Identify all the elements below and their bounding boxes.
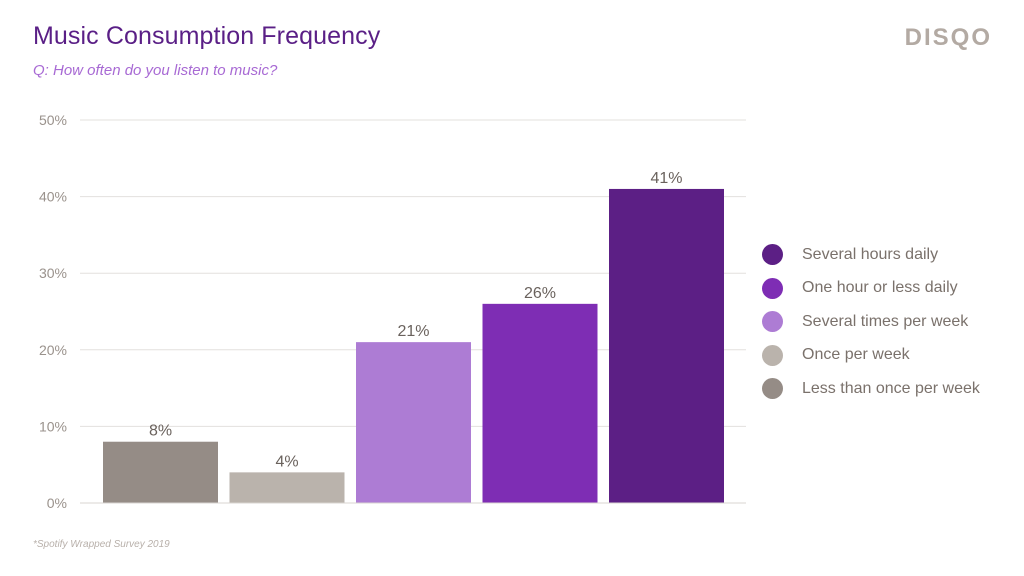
bar-chart: 0% 10% 20% 30% 40% 50% 8% 4% 21% 26% 41% xyxy=(39,112,746,511)
bar xyxy=(103,441,218,503)
legend-label: One hour or less daily xyxy=(802,279,958,297)
legend-item: Several hours daily xyxy=(762,238,980,272)
legend-label: Once per week xyxy=(802,346,910,364)
legend-swatch xyxy=(762,277,783,299)
bar xyxy=(229,472,345,503)
bar xyxy=(356,342,471,503)
chart-subtitle: Q: How often do you listen to music? xyxy=(33,62,278,79)
bar xyxy=(482,303,598,503)
chart-title: Music Consumption Frequency xyxy=(33,22,381,50)
legend-swatch xyxy=(762,311,783,333)
y-tick-label: 20% xyxy=(39,342,67,358)
bar-value-label: 26% xyxy=(524,285,556,302)
y-tick-label: 50% xyxy=(39,112,67,128)
legend-label: Less than once per week xyxy=(802,379,980,397)
legend-item: Less than once per week xyxy=(762,372,980,406)
brand-logo: DISQO xyxy=(904,24,992,51)
legend-item: Several times per week xyxy=(762,305,980,339)
source-note: *Spotify Wrapped Survey 2019 xyxy=(33,539,170,550)
bar xyxy=(609,188,724,503)
y-tick-label: 30% xyxy=(39,265,67,281)
legend-item: One hour or less daily xyxy=(762,272,980,306)
legend-label: Several times per week xyxy=(802,312,969,330)
bar-value-label: 21% xyxy=(397,323,429,340)
legend-swatch xyxy=(762,244,783,266)
y-tick-label: 0% xyxy=(47,495,67,511)
bar-value-label: 4% xyxy=(275,453,298,470)
bar-value-label: 41% xyxy=(650,170,682,187)
bar-value-label: 8% xyxy=(149,423,172,440)
legend-label: Several hours daily xyxy=(802,245,939,263)
legend-item: Once per week xyxy=(762,339,980,373)
y-tick-label: 10% xyxy=(39,418,67,434)
legend-swatch xyxy=(762,344,783,366)
chart-legend: Several hours daily One hour or less dail… xyxy=(762,238,980,406)
legend-swatch xyxy=(762,378,783,400)
y-tick-label: 40% xyxy=(39,189,67,205)
